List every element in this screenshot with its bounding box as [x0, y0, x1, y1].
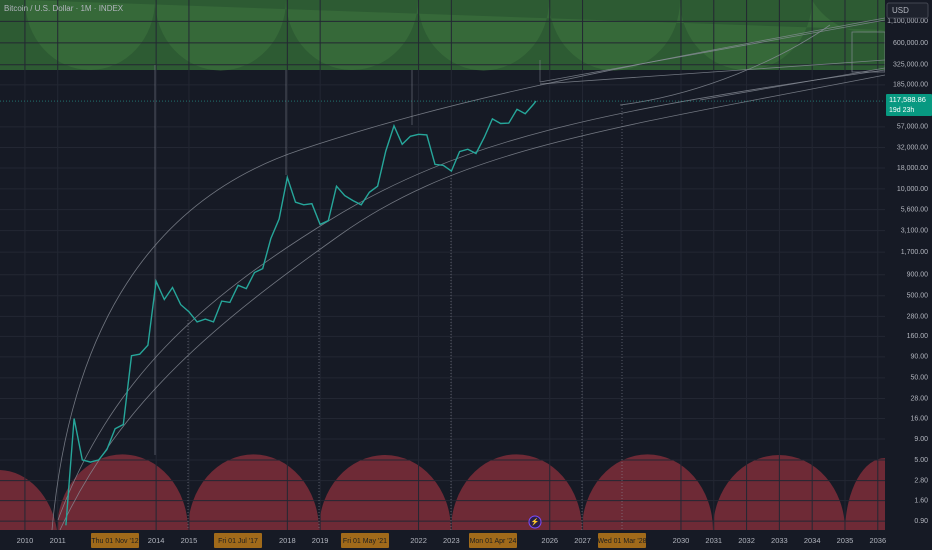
grid	[0, 0, 885, 530]
lower-curve	[59, 74, 886, 531]
y-tick-label: 3,100.00	[901, 228, 928, 235]
y-tick-label: 500.00	[907, 293, 929, 300]
cycle-bands	[0, 0, 885, 530]
date-annotation: Fri 01 May '21	[343, 538, 387, 545]
x-tick-label: 2034	[804, 536, 821, 545]
x-tick-label: 2026	[541, 536, 558, 545]
y-tick-label: 50.00	[910, 375, 928, 382]
y-tick-label: 90.00	[910, 354, 928, 361]
current-price-label: 117,588.86	[889, 95, 926, 104]
date-annotation-box	[469, 533, 517, 548]
y-tick-label: 28.00	[910, 395, 928, 402]
current-price-box	[886, 94, 932, 117]
x-tick-label: 2031	[705, 536, 722, 545]
event-icon[interactable]	[528, 515, 542, 529]
y-tick-label: 32,000.00	[897, 144, 928, 151]
y-tick-label: 1,700.00	[901, 249, 928, 256]
date-annotation: Mon 01 Apr '24	[470, 538, 517, 545]
y-tick-label: 0.90	[914, 518, 928, 525]
y-tick-label: 1,100,000.00	[887, 18, 928, 25]
x-tick-label: 2010	[17, 536, 34, 545]
x-tick-label: 2019	[312, 536, 329, 545]
y-tick-label: 185,000.00	[893, 82, 928, 89]
price-plot	[0, 100, 885, 526]
date-annotation: Fri 01 Jul '17	[218, 538, 258, 545]
y-tick-label: 18,000.00	[897, 165, 928, 172]
date-annotation: Thu 01 Nov '12	[91, 538, 138, 545]
price-scale	[885, 0, 932, 550]
top-arcs	[25, 0, 885, 71]
date-annotation-box	[598, 533, 646, 548]
x-tick-label: 2027	[574, 536, 591, 545]
y-tick-label: 325,000.00	[893, 62, 928, 69]
y-tick-label: 57,000.00	[897, 124, 928, 131]
y-tick-label: 1.60	[914, 497, 928, 504]
symbol-title: Bitcoin / U.S. Dollar · 1M · INDEX	[4, 4, 124, 13]
currency-button[interactable]	[886, 2, 929, 19]
x-tick-label: 2018	[279, 536, 296, 545]
y-tick-label: 280.00	[907, 313, 929, 320]
y-tick-label: 900.00	[907, 272, 929, 279]
x-tick-label: 2023	[443, 536, 460, 545]
date-annotation: Wed 01 Mar '28	[597, 538, 646, 545]
y-tick-label: 5,600.00	[901, 206, 928, 213]
date-annotation-box	[214, 533, 262, 548]
x-tick-label: 2033	[771, 536, 788, 545]
axes: 0.90 1.60 2.80 5.00 9.00 16.00 28.00 50.00 90.00…	[17, 18, 932, 548]
trend-line	[539, 19, 886, 83]
bottom-arcs	[0, 454, 885, 530]
y-tick-label: 10,000.00	[897, 186, 928, 193]
currency-label[interactable]: USD	[892, 6, 909, 15]
trend-line	[699, 67, 886, 101]
y-tick-label: 600,000.00	[893, 40, 928, 47]
x-tick-label: 2015	[181, 536, 198, 545]
date-annotation-box	[341, 533, 389, 548]
x-tick-label: 2032	[738, 536, 755, 545]
date-annotation-box	[91, 533, 139, 548]
x-tick-label: 2035	[837, 536, 854, 545]
x-tick-label: 2011	[50, 536, 66, 545]
y-tick-label: 9.00	[914, 436, 928, 443]
y-tick-label: 5.00	[914, 457, 928, 464]
trend-line	[539, 59, 886, 85]
x-tick-label: 2014	[148, 536, 165, 545]
x-tick-label: 2030	[673, 536, 690, 545]
y-tick-label: 160.00	[907, 333, 929, 340]
event-icon-glyph: ⚡	[531, 517, 540, 526]
x-tick-label: 2022	[410, 536, 427, 545]
x-tick-label: 2036	[869, 536, 886, 545]
projection-curve	[619, 24, 831, 106]
y-tick-label: 2.80	[914, 477, 928, 484]
y-tick-label: 16.00	[910, 415, 928, 422]
countdown-label: 19d 23h	[889, 107, 914, 114]
price-line	[65, 100, 537, 526]
